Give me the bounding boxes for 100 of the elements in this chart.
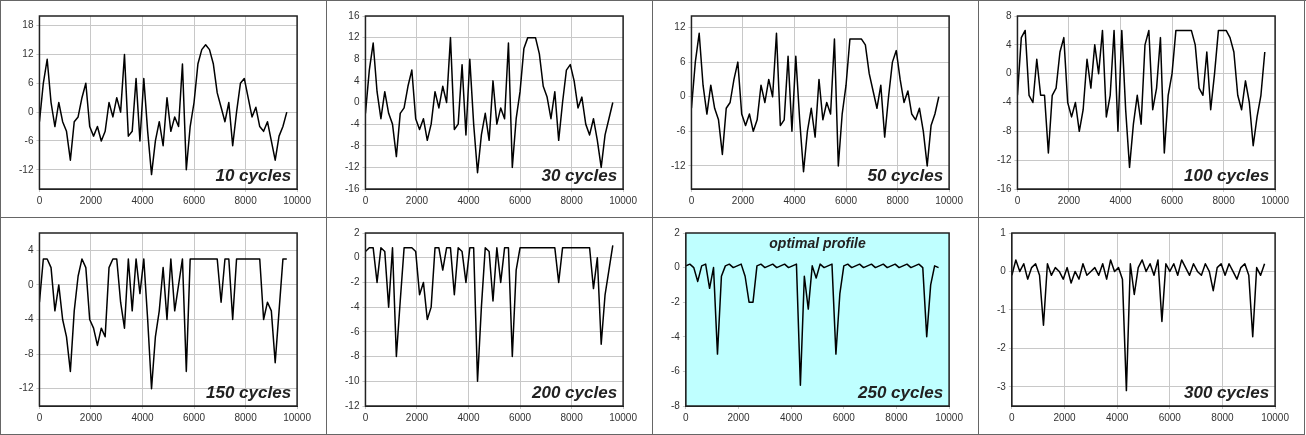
annotation: 250 cycles [856,382,943,402]
x-tick-label: 10000 [282,411,311,423]
y-tick-label: 12 [21,47,34,59]
y-tick-label: -12 [18,381,34,393]
y-tick-label: -8 [24,347,34,359]
x-tick-label: 10000 [608,411,637,423]
y-tick-label: -6 [350,325,360,337]
x-tick-label: 2000 [79,411,103,423]
y-tick-label: -16 [344,182,360,194]
y-tick-label: -3 [996,380,1006,392]
x-tick-label: 10000 [282,194,311,206]
x-tick-label: 2000 [1057,194,1081,206]
x-tick-label: 10000 [1260,411,1289,423]
x-tick-label: 10000 [934,411,963,423]
y-tick-label: -10 [344,374,360,386]
y-tick-label: 0 [27,278,34,290]
x-tick-label: 6000 [832,411,855,423]
x-tick-label: 2000 [726,411,750,423]
annotation: 50 cycles [866,165,943,185]
y-tick-label: -12 [18,163,34,175]
x-tick-label: 0 [362,411,369,423]
x-tick-label: 10000 [608,194,637,206]
x-tick-label: 4000 [782,194,806,206]
y-tick-label: -2 [670,295,680,307]
x-tick-label: 8000 [559,194,583,206]
annotation: 100 cycles [1183,165,1269,185]
y-tick-label: -6 [670,364,680,376]
y-tick-label: 0 [353,95,360,107]
y-tick-label: 6 [679,55,686,67]
y-tick-label: -4 [670,330,680,342]
x-tick-label: 0 [36,411,43,423]
x-tick-label: 2000 [79,194,103,206]
y-tick-label: 8 [1005,9,1012,21]
x-tick-label: 2000 [731,194,755,206]
x-tick-label: 0 [688,194,695,206]
x-tick-label: 6000 [182,411,206,423]
y-tick-label: 0 [1005,66,1012,78]
y-tick-label: -4 [1002,95,1012,107]
x-tick-label: 8000 [1211,194,1235,206]
y-tick-label: 4 [27,243,34,255]
y-tick-label: 12 [347,30,360,42]
y-tick-label: 2 [673,226,680,238]
y-tick-label: 0 [679,89,686,101]
y-tick-label: 2 [353,226,360,238]
y-tick-label: -12 [996,153,1012,165]
y-tick-label: -8 [1002,124,1012,136]
y-tick-label: -6 [676,124,686,136]
x-tick-label: 2000 [405,411,429,423]
annotation: 300 cycles [1183,382,1269,402]
y-tick-label: -12 [344,399,360,411]
y-tick-label: 0 [353,250,360,262]
y-tick-label: 12 [673,20,686,32]
x-tick-label: 6000 [508,194,532,206]
y-tick-label: -8 [350,139,360,150]
y-tick-label: -1 [996,303,1006,315]
y-tick-label: 16 [347,9,360,21]
x-tick-label: 6000 [1158,411,1181,423]
x-tick-label: 8000 [233,194,257,206]
x-tick-label: 2000 [1052,411,1076,423]
y-tick-label: 6 [27,76,34,88]
x-tick-label: 6000 [834,194,858,206]
y-tick-label: 0 [673,260,680,272]
annotation: 10 cycles [214,165,291,185]
x-tick-label: 4000 [456,411,480,423]
y-tick-label: 1 [999,226,1006,238]
annotation: 150 cycles [205,382,291,402]
y-tick-label: -8 [670,399,680,411]
y-tick-label: -4 [350,300,360,312]
x-tick-label: 8000 [233,411,257,423]
x-tick-label: 8000 [885,194,909,206]
x-tick-label: 2000 [405,194,429,206]
x-tick-label: 4000 [130,194,154,206]
y-tick-label: -12 [344,160,360,172]
y-tick-label: -4 [350,117,360,129]
x-tick-label: 8000 [559,411,583,423]
x-tick-label: 6000 [508,411,532,423]
y-tick-label: -2 [996,341,1006,353]
x-tick-label: 4000 [130,411,154,423]
x-tick-label: 4000 [779,411,803,423]
x-tick-label: 4000 [456,194,480,206]
x-tick-label: 6000 [1160,194,1184,206]
x-tick-label: 10000 [934,194,963,206]
x-tick-label: 4000 [1108,194,1132,206]
y-tick-label: -2 [350,275,360,287]
x-tick-label: 10000 [1260,194,1289,206]
x-tick-label: 6000 [182,194,206,206]
x-tick-label: 0 [1014,194,1021,206]
y-tick-label: -8 [350,349,360,361]
x-tick-label: 8000 [884,411,908,423]
y-tick-label: 8 [353,52,360,64]
x-tick-label: 8000 [1210,411,1234,423]
y-tick-label: -12 [670,159,686,171]
y-tick-label: 4 [353,74,360,86]
y-tick-label: 18 [21,18,34,30]
y-tick-label: 0 [27,105,34,117]
y-tick-label: -6 [24,134,34,146]
y-tick-label: 0 [999,264,1006,276]
x-tick-label: 0 [36,194,43,206]
y-tick-label: -16 [996,182,1012,194]
y-tick-label: -4 [24,312,34,324]
